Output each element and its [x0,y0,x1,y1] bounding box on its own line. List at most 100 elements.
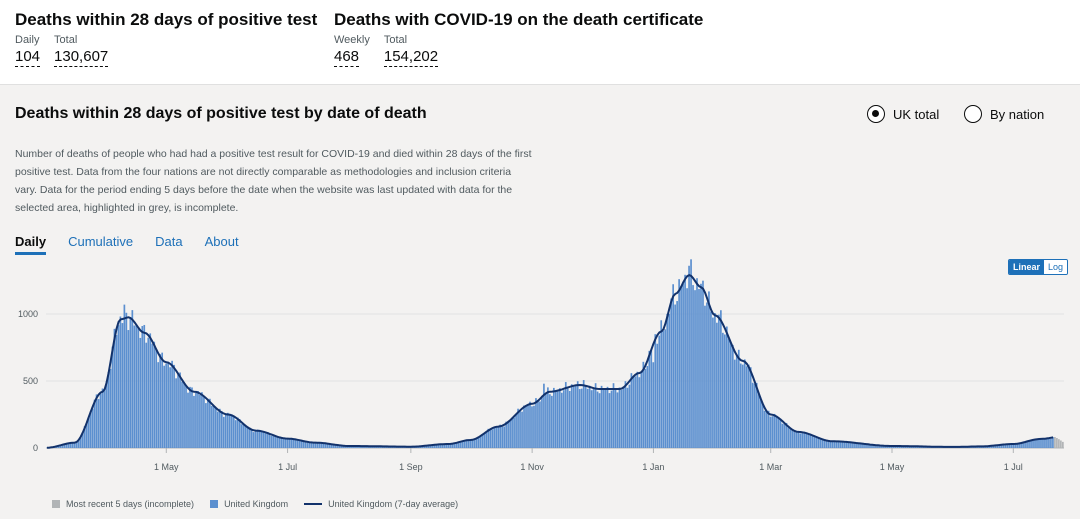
daily-bar [256,429,259,448]
daily-bar [803,431,806,448]
daily-bar [324,443,327,448]
daily-bar [672,284,674,448]
daily-bar [133,325,136,448]
tab-about[interactable]: About [204,234,239,249]
daily-bar [753,383,756,448]
x-tick-label: 1 Jul [1004,462,1023,472]
daily-bar [527,404,529,448]
scale-log-button[interactable]: Log [1044,260,1068,274]
daily-bar [185,386,187,448]
incomplete-bar [1060,440,1062,448]
daily-bar [181,381,183,448]
daily-bar [57,445,60,448]
daily-bar [664,329,667,448]
daily-bar [340,445,342,448]
scale-linear-button[interactable]: Linear [1009,260,1045,274]
daily-bar [1004,444,1007,448]
daily-bar [724,334,726,448]
daily-bar [143,324,146,448]
average-line [47,273,1054,449]
y-tick-label: 1000 [18,309,38,319]
daily-bar [851,442,853,448]
daily-bar [252,432,255,448]
daily-bar [59,445,62,448]
daily-bar [710,311,712,448]
daily-bar [777,417,780,448]
daily-bar [745,366,748,448]
daily-bar [688,265,690,448]
radio-label: By nation [990,106,1045,122]
daily-bar [616,392,619,448]
daily-bar [435,444,438,448]
daily-bar [564,382,567,448]
daily-bar [994,445,997,448]
daily-bar [147,337,150,448]
tab-data[interactable]: Data [155,234,183,249]
daily-bar [568,391,571,448]
daily-bar [117,325,120,448]
daily-bar [248,427,251,448]
metric-value[interactable]: 154,202 [383,48,439,67]
legend-item-incomplete: Most recent 5 days (incomplete) [52,499,194,509]
legend-label: Most recent 5 days (incomplete) [66,499,195,509]
daily-bar [1034,438,1036,448]
daily-bar [873,444,875,448]
tab-daily[interactable]: Daily [15,234,47,255]
daily-bar [515,414,517,448]
metric-value[interactable]: 104 [15,48,41,67]
daily-bar [696,278,698,448]
daily-bar [1014,444,1016,448]
daily-bar [505,421,507,448]
daily-bar [318,443,321,448]
daily-bar [475,437,478,448]
daily-bar [338,445,340,448]
daily-bar [706,302,708,448]
metric-label: Daily [15,34,40,46]
daily-bar [278,436,281,448]
daily-bar [201,392,203,448]
daily-bar [749,367,752,448]
daily-bar [81,432,84,448]
metric-value[interactable]: 468 [334,48,360,67]
daily-bar [211,405,213,448]
daily-bar [729,342,732,448]
daily-bar [1000,444,1003,448]
x-tick-label: 1 Jul [278,462,297,472]
metric-value[interactable]: 130,607 [54,48,109,67]
daily-bar [704,305,706,448]
daily-bar [582,380,585,448]
daily-bar [670,298,673,448]
daily-bar [539,401,541,448]
radio-by-nation[interactable]: By nation [964,105,1044,123]
daily-bar [443,444,446,448]
daily-bar [511,417,513,448]
daily-bar [105,381,108,448]
daily-bar [570,384,573,448]
daily-bar [205,403,207,448]
daily-bar [680,286,682,448]
daily-bar [698,288,700,448]
daily-bar [155,348,158,448]
tab-cumulative[interactable]: Cumulative [68,234,134,249]
daily-bar [173,364,175,448]
daily-bar [1018,443,1020,448]
daily-bar [747,364,750,448]
legend-item-uk: United Kingdom [210,499,288,509]
daily-bar [761,403,764,448]
daily-bar [805,433,808,448]
daily-bar [322,443,325,448]
daily-bar [608,393,611,448]
daily-bar [771,416,774,448]
daily-bar [644,368,647,448]
daily-bar [129,318,132,448]
daily-bar [889,446,891,448]
daily-bar [517,408,519,448]
daily-bar [238,419,241,448]
daily-bar [97,399,100,448]
daily-bar [209,398,211,448]
deaths-chart: 0 500 1000 1 May 1 Jul 1 Sep 1 Nov 1 Jan 1 Mar 1 … [18,259,1064,472]
daily-bar [119,316,122,448]
daily-bar [666,313,669,448]
daily-bar [686,288,688,448]
radio-uk-total[interactable]: UK total [867,105,939,123]
